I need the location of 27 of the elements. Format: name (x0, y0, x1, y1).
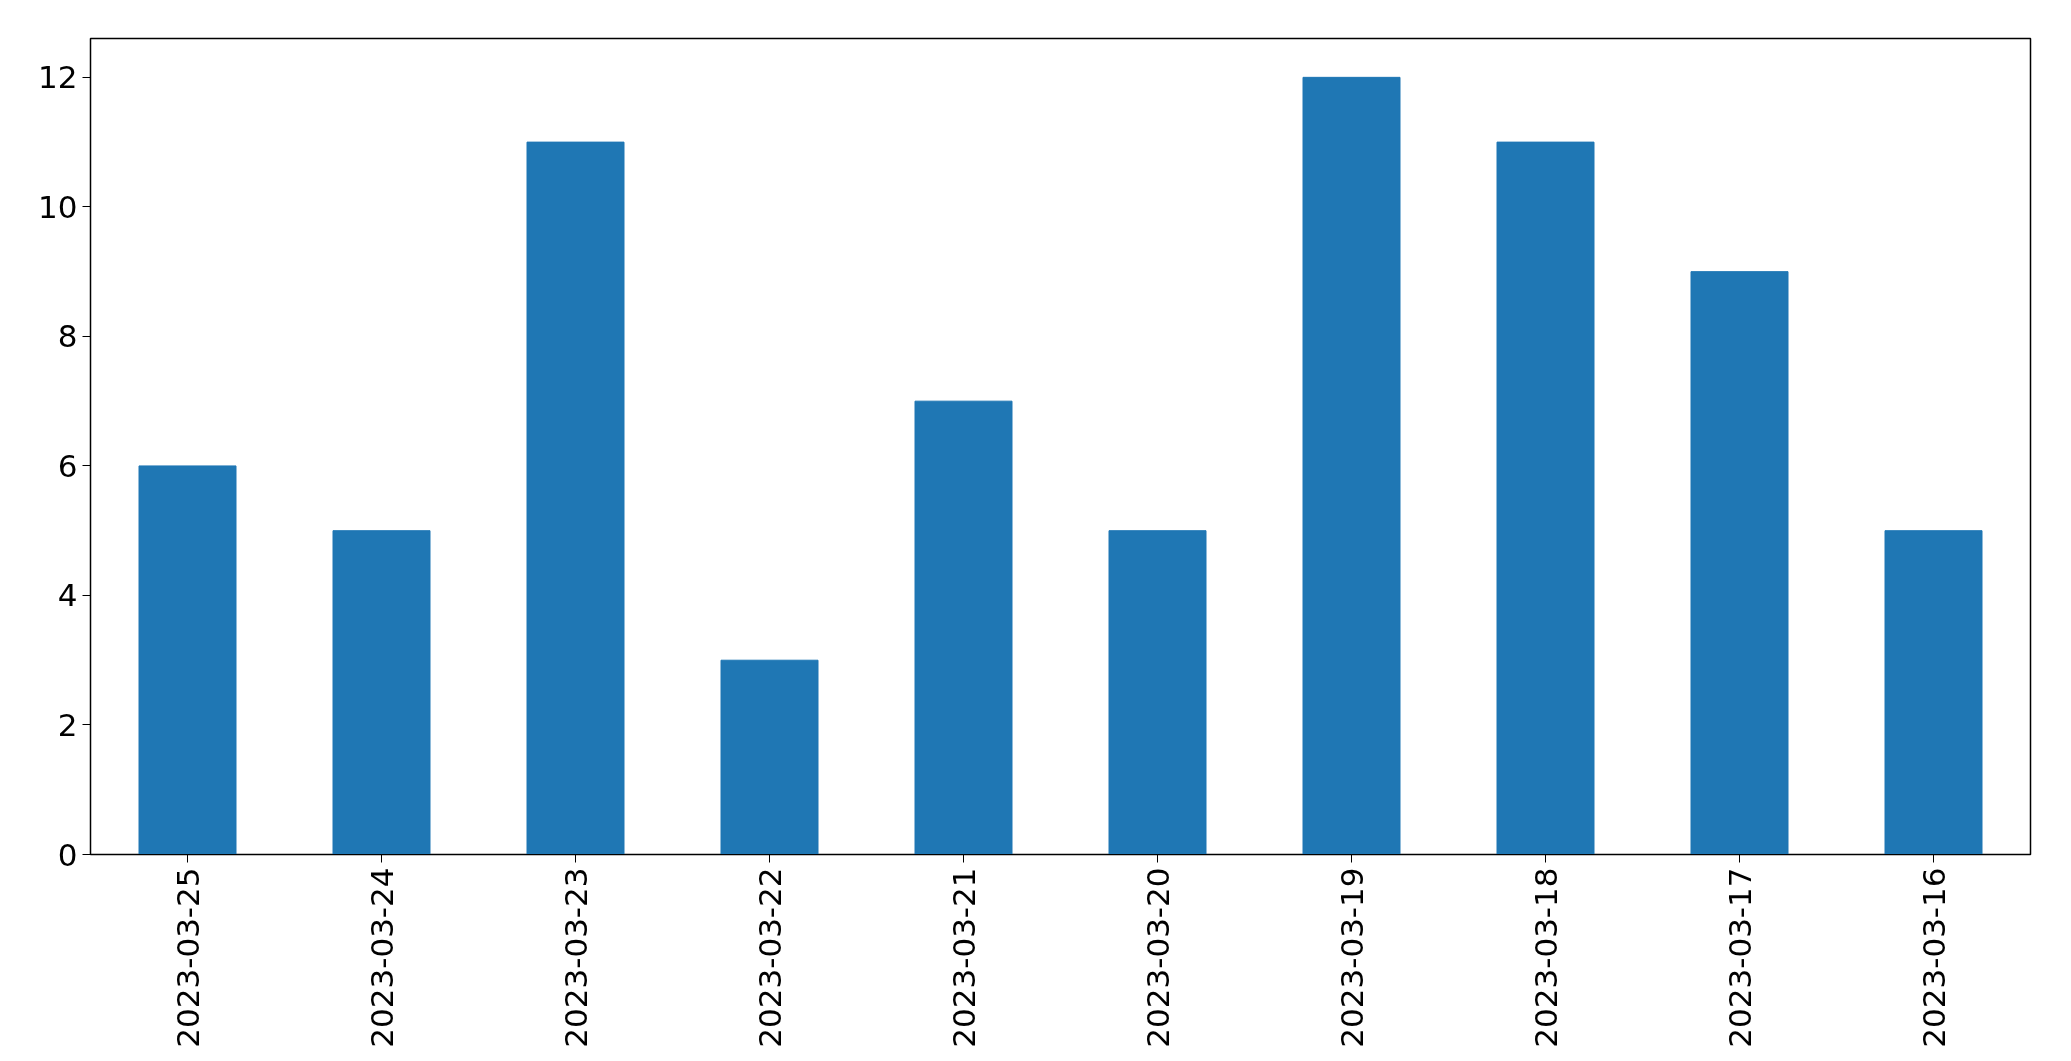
y-tick-label: 4 (57, 577, 78, 614)
x-tick-label: 2023-03-24 (363, 867, 400, 1048)
x-tick-label: 2023-03-17 (1721, 867, 1758, 1048)
bar (1690, 271, 1789, 855)
x-tick-label: 2023-03-21 (945, 867, 982, 1048)
bar (1496, 141, 1595, 855)
bar (1302, 76, 1401, 855)
x-tick-label: 2023-03-20 (1139, 867, 1176, 1048)
bar (720, 659, 819, 855)
bar (1108, 530, 1207, 855)
bar (1884, 530, 1983, 855)
y-tick-label: 10 (38, 188, 78, 225)
x-tick-label: 2023-03-25 (169, 867, 206, 1048)
y-tick-label: 12 (38, 59, 78, 96)
x-tick-label: 2023-03-23 (557, 867, 594, 1048)
x-tick-label: 2023-03-16 (1915, 867, 1952, 1048)
y-tick-label: 2 (57, 706, 78, 743)
bar (332, 530, 431, 855)
bar (914, 400, 1013, 855)
y-tick-label: 8 (57, 318, 78, 355)
x-tick-label: 2023-03-18 (1527, 867, 1564, 1048)
y-tick-label: 6 (57, 447, 78, 484)
x-tick-label: 2023-03-19 (1333, 867, 1370, 1048)
bar (138, 465, 237, 855)
bar (526, 141, 625, 855)
x-tick-label: 2023-03-22 (751, 867, 788, 1048)
y-tick-label: 0 (57, 836, 78, 873)
